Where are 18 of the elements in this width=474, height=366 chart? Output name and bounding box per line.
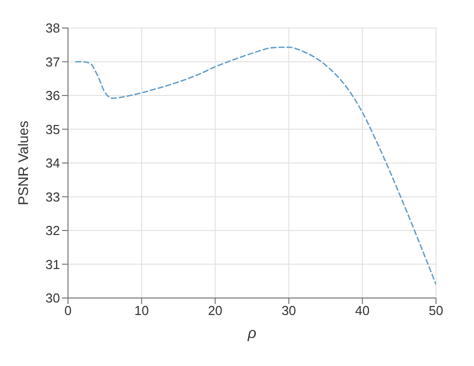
y-tick-label: 37 xyxy=(46,54,60,70)
y-tick-label: 35 xyxy=(46,122,60,137)
x-axis-title: ρ xyxy=(246,325,257,342)
y-tick-label: 38 xyxy=(46,20,60,36)
x-tick-label: 50 xyxy=(428,303,444,318)
y-tick-label: 33 xyxy=(46,189,60,204)
y-axis-title: PSNR Values xyxy=(14,120,31,206)
x-tick-label: 10 xyxy=(134,303,149,318)
y-tick-label: 34 xyxy=(46,156,60,171)
y-tick-label: 30 xyxy=(46,290,60,306)
x-tick-label: 40 xyxy=(355,303,370,318)
x-tick-label: 30 xyxy=(282,303,296,318)
x-tick-label: 20 xyxy=(208,303,222,318)
y-tick-label: 36 xyxy=(46,88,60,104)
y-tick-label: 32 xyxy=(46,223,60,238)
x-tick-label: 0 xyxy=(64,303,72,318)
y-tick-label: 31 xyxy=(46,256,60,272)
line-series xyxy=(74,46,436,286)
